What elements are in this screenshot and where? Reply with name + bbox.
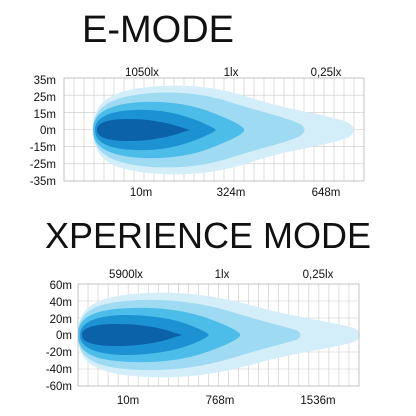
beam-zone-core <box>97 119 190 141</box>
y-tick-label: 40m <box>50 297 72 309</box>
xperience-x-axis: 10m 768m 1536m <box>117 395 336 407</box>
y-tick-label: 25m <box>34 92 56 104</box>
x-tick-label: 768m <box>206 395 235 407</box>
xperience-lux-labels: 5900lx 1lx 0,25lx <box>109 269 334 281</box>
chart-title-emode: E-MODE <box>82 9 234 51</box>
y-tick-label: -20m <box>46 347 72 359</box>
lux-label: 1050lx <box>125 67 159 79</box>
y-tick-label: -35m <box>30 176 56 188</box>
lux-label: 1lx <box>224 67 239 79</box>
emode-lux-labels: 1050lx 1lx 0,25lx <box>125 67 342 79</box>
x-tick-label: 10m <box>117 395 139 407</box>
chart-title-xperience: XPERIENCE MODE <box>45 215 371 256</box>
lux-label: 1lx <box>215 269 230 281</box>
beam-zone-core <box>82 324 182 346</box>
x-tick-label: 324m <box>217 187 246 199</box>
y-tick-label: -60m <box>46 381 72 393</box>
y-tick-label: -15m <box>30 142 56 154</box>
xperience-plot-frame <box>77 283 360 387</box>
emode-x-axis: 10m 324m 648m <box>130 187 341 199</box>
xperience-beam <box>78 292 360 378</box>
y-tick-label: -40m <box>46 364 72 376</box>
y-tick-label: 20m <box>50 314 72 326</box>
x-tick-label: 648m <box>312 187 341 199</box>
y-tick-label: 15m <box>34 109 56 121</box>
emode-plot-frame <box>63 77 365 182</box>
lux-label: 0,25lx <box>311 67 342 79</box>
emode-beam <box>93 85 354 175</box>
lux-label: 0,25lx <box>303 269 334 281</box>
y-tick-label: 60m <box>50 280 72 292</box>
x-tick-label: 10m <box>130 187 152 199</box>
y-tick-label: 35m <box>34 75 56 87</box>
lux-label: 5900lx <box>109 269 143 281</box>
y-tick-label: 0m <box>56 330 72 342</box>
y-tick-label: 0m <box>40 125 56 137</box>
x-tick-label: 1536m <box>300 395 335 407</box>
xperience-y-axis: 60m 40m 20m 0m -20m -40m -60m <box>46 280 72 393</box>
y-tick-label: -25m <box>30 159 56 171</box>
emode-y-axis: 35m 25m 15m 0m -15m -25m -35m <box>30 75 56 188</box>
